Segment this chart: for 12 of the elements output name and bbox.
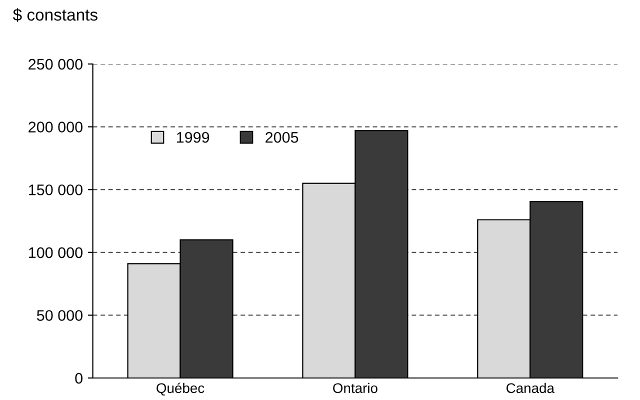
legend-label: 1999 <box>177 132 210 143</box>
y-tick-label: 200 000 <box>28 122 82 132</box>
y-tick-label: 100 000 <box>29 247 82 258</box>
y-tick-label: 0 <box>75 372 82 384</box>
legend-label: 2005 <box>266 132 298 143</box>
y-tick-label: 150 000 <box>29 184 82 196</box>
y-axis-title: $ constants <box>12 8 98 22</box>
x-tick-label: Canada <box>506 382 554 394</box>
x-tick-label: Ontario <box>333 382 378 394</box>
y-tick-label: 50 000 <box>36 310 82 321</box>
x-tick-label: Québec <box>156 382 204 396</box>
y-tick-label: 250 000 <box>28 58 82 70</box>
